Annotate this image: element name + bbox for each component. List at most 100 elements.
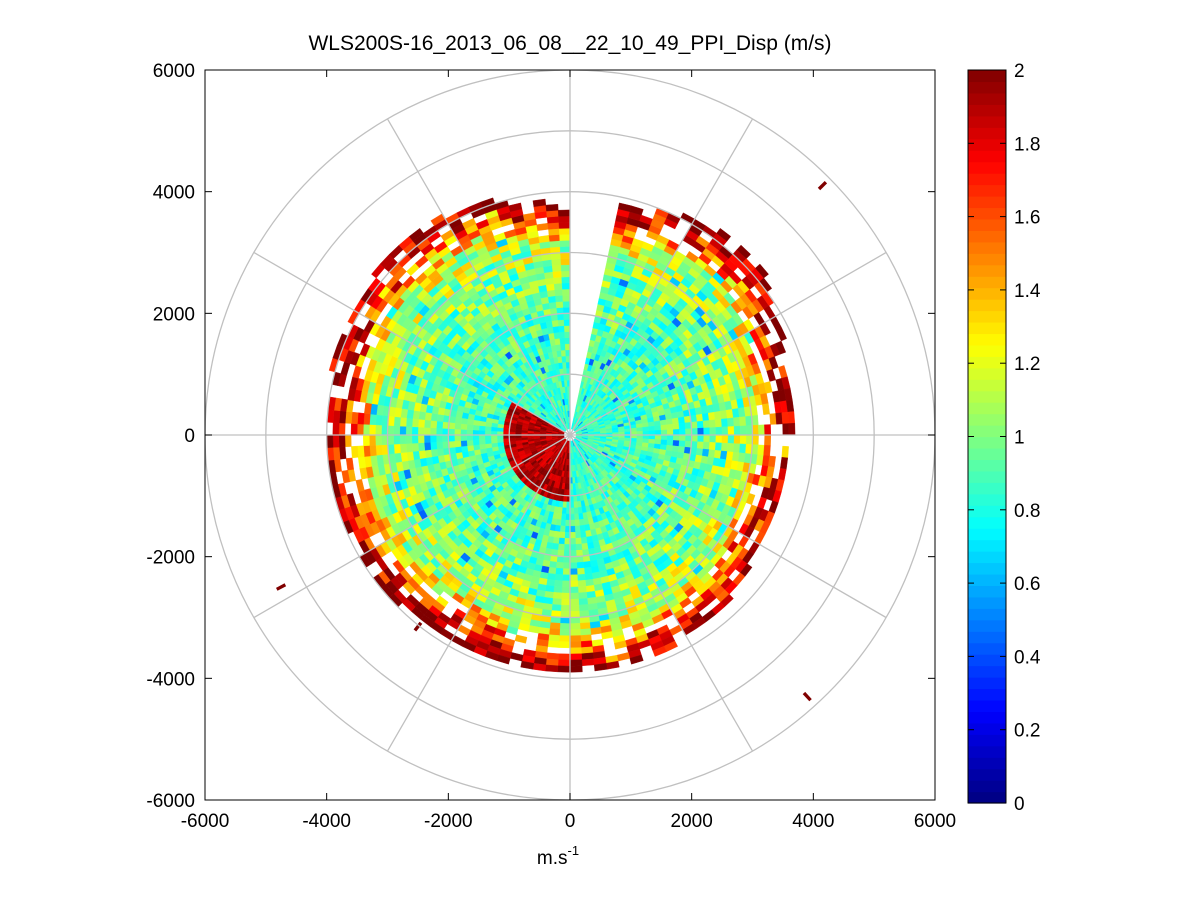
heatmap-cell: [551, 598, 562, 606]
heatmap-cell: [553, 276, 563, 284]
heatmap-cell: [332, 446, 341, 461]
heatmap-cell: [580, 646, 594, 654]
heatmap-cell: [564, 519, 571, 527]
heatmap-cell: [363, 413, 371, 425]
heatmap-cell: [454, 434, 461, 442]
colorbar-band: [968, 699, 1006, 712]
heatmap-cell: [553, 282, 563, 291]
heatmap-cell: [369, 424, 376, 436]
heatmap-cell: [547, 295, 557, 304]
heatmap-cell: [357, 456, 366, 469]
heatmap-cell: [490, 438, 498, 444]
heatmap-cell: [572, 489, 577, 496]
heatmap-cell: [593, 663, 608, 672]
heatmap-cell: [678, 440, 686, 448]
heatmap-cell: [579, 530, 587, 539]
heatmap-cell: [552, 592, 562, 600]
heatmap-cell: [702, 420, 710, 429]
heatmap-cell: [739, 443, 747, 454]
heatmap-cell: [721, 442, 729, 452]
heatmap-cell: [733, 416, 741, 427]
heatmap-cell: [660, 429, 668, 436]
heatmap-cell: [578, 518, 585, 527]
colorbar-tick-label: 0.8: [1014, 501, 1040, 522]
heatmap-cell: [547, 566, 557, 575]
heatmap-cell: [559, 234, 571, 241]
heatmap-cell: [545, 203, 559, 212]
heatmap-cell: [562, 574, 571, 582]
heatmap-cell: [775, 340, 787, 355]
heatmap-cell: [560, 252, 571, 260]
heatmap-cell: [714, 418, 723, 428]
heatmap-cell: [659, 419, 668, 426]
heatmap-cell: [417, 442, 426, 452]
heatmap-cell: [545, 658, 559, 667]
heatmap-cell: [569, 592, 579, 600]
colorbar-band: [968, 780, 1006, 793]
heatmap-cell: [648, 430, 656, 436]
x-tick-label: 6000: [914, 811, 956, 832]
heatmap-cell: [733, 443, 741, 454]
heatmap-cell: [569, 653, 583, 661]
heatmap-cell: [648, 425, 656, 432]
colorbar-band: [968, 711, 1006, 724]
heatmap-cell: [561, 355, 567, 363]
heatmap-cell: [548, 628, 561, 636]
heatmap-cell: [423, 427, 431, 436]
colorbar-band: [968, 493, 1006, 506]
heatmap-cell: [436, 420, 444, 429]
heatmap-cell: [685, 428, 692, 436]
heatmap-cell: [362, 434, 370, 447]
heatmap-cell: [563, 319, 571, 326]
heatmap-cell: [665, 418, 674, 426]
heatmap-cell: [466, 434, 474, 441]
heatmap-cell: [466, 439, 474, 447]
heatmap-cell: [569, 562, 578, 570]
heatmap-cell: [727, 417, 735, 427]
heatmap-cell: [548, 228, 560, 236]
heatmap-cell: [781, 445, 789, 459]
heatmap-cell: [733, 425, 741, 436]
heatmap-cell: [369, 444, 377, 457]
colorbar-band: [968, 436, 1006, 449]
heatmap-cell: [557, 653, 571, 661]
heatmap-cell: [387, 425, 395, 436]
heatmap-cell: [435, 434, 443, 443]
heatmap-cell: [375, 414, 383, 426]
heatmap-cell: [411, 418, 419, 428]
heatmap-cell: [466, 444, 475, 452]
colorbar-band: [968, 745, 1006, 758]
heatmap-cell: [362, 423, 370, 436]
heatmap-cell: [573, 501, 578, 509]
colorbar-band: [968, 757, 1006, 770]
heatmap-cell: [629, 654, 644, 665]
heatmap-cell: [666, 423, 674, 431]
heatmap-cell: [375, 424, 382, 436]
heatmap-cell: [569, 635, 582, 643]
heatmap-cell: [548, 301, 557, 310]
heatmap-cell: [787, 411, 796, 424]
heatmap-cell: [569, 550, 577, 557]
heatmap-cell: [691, 428, 699, 436]
heatmap-cell: [538, 235, 550, 243]
heatmap-cell: [569, 629, 581, 637]
heatmap-cell: [558, 331, 566, 339]
heatmap-cell: [583, 560, 592, 569]
heatmap-cell: [709, 427, 717, 436]
heatmap-cell: [562, 568, 571, 576]
heatmap-cell: [557, 209, 571, 217]
heatmap-cell: [560, 610, 571, 618]
colorbar-band: [968, 722, 1006, 735]
heatmap-cell: [430, 420, 438, 429]
heatmap-cell: [557, 659, 571, 667]
heatmap-cell: [472, 434, 480, 441]
heatmap-cell: [715, 426, 723, 436]
heatmap-cell: [714, 442, 723, 452]
colorbar-band: [968, 264, 1006, 277]
heatmap-cell: [563, 556, 571, 564]
heatmap-cell: [764, 424, 772, 436]
heatmap-cell: [561, 270, 571, 278]
heatmap-cell: [466, 429, 474, 436]
heatmap-cell: [369, 413, 377, 426]
